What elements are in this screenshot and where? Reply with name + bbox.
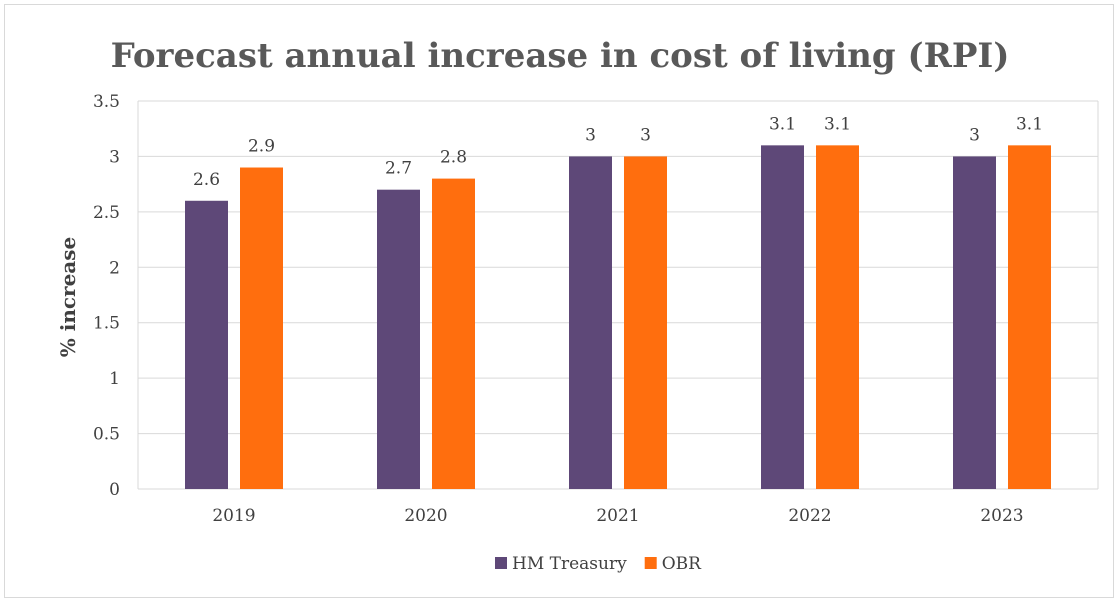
data-label: 2.9 xyxy=(248,137,275,157)
legend-swatch xyxy=(495,557,507,569)
bar-chart: Forecast annual increase in cost of livi… xyxy=(56,36,1099,574)
bar-obr-2022 xyxy=(816,145,859,490)
data-label: 3 xyxy=(640,125,651,145)
legend-label: HM Treasury xyxy=(512,554,627,574)
y-tick-label: 1 xyxy=(109,369,120,389)
bar-obr-2023 xyxy=(1008,145,1051,490)
bar-hm-treasury-2020 xyxy=(377,189,420,489)
data-label: 2.6 xyxy=(193,170,220,190)
x-axis-ticks: 2019 2020 2021 2022 2023 xyxy=(212,506,1023,526)
y-tick-label: 0.5 xyxy=(93,425,120,445)
bar-obr-2019 xyxy=(240,167,283,489)
bar-obr-2020 xyxy=(432,178,475,489)
chart-title: Forecast annual increase in cost of livi… xyxy=(111,36,1010,76)
legend-swatch xyxy=(644,557,657,569)
bars: 2.6 2.9 2.7 2.8 3 3 3.1 3.1 3 3.1 xyxy=(185,114,1051,490)
y-tick-label: 3 xyxy=(109,147,120,167)
data-label: 3.1 xyxy=(769,114,796,134)
x-tick-label: 2020 xyxy=(404,506,447,526)
y-tick-label: 2 xyxy=(109,258,120,278)
data-label: 2.8 xyxy=(440,148,467,168)
chart-frame: Forecast annual increase in cost of livi… xyxy=(4,4,1114,598)
y-tick-label: 3.5 xyxy=(93,92,120,112)
legend-label: OBR xyxy=(662,554,702,574)
data-label: 3.1 xyxy=(824,114,851,134)
x-tick-label: 2019 xyxy=(212,506,255,526)
y-axis-ticks: 0 0.5 1 1.5 2 2.5 3 3.5 xyxy=(93,92,120,500)
data-label: 3 xyxy=(969,125,980,145)
bar-hm-treasury-2022 xyxy=(761,145,804,490)
data-label: 2.7 xyxy=(385,159,412,179)
legend: HM Treasury OBR xyxy=(495,554,702,574)
bar-obr-2021 xyxy=(624,156,667,489)
bar-hm-treasury-2021 xyxy=(569,156,612,489)
bar-hm-treasury-2019 xyxy=(185,200,228,489)
y-tick-label: 1.5 xyxy=(93,314,120,334)
bar-hm-treasury-2023 xyxy=(953,156,996,489)
y-tick-label: 0 xyxy=(109,480,120,500)
y-tick-label: 2.5 xyxy=(93,203,120,223)
data-label: 3 xyxy=(585,125,596,145)
x-tick-label: 2022 xyxy=(788,506,831,526)
grid-lines xyxy=(137,100,1099,490)
x-tick-label: 2023 xyxy=(980,506,1023,526)
x-tick-label: 2021 xyxy=(596,506,639,526)
data-label: 3.1 xyxy=(1016,114,1043,134)
y-axis-label: % increase xyxy=(56,237,80,358)
